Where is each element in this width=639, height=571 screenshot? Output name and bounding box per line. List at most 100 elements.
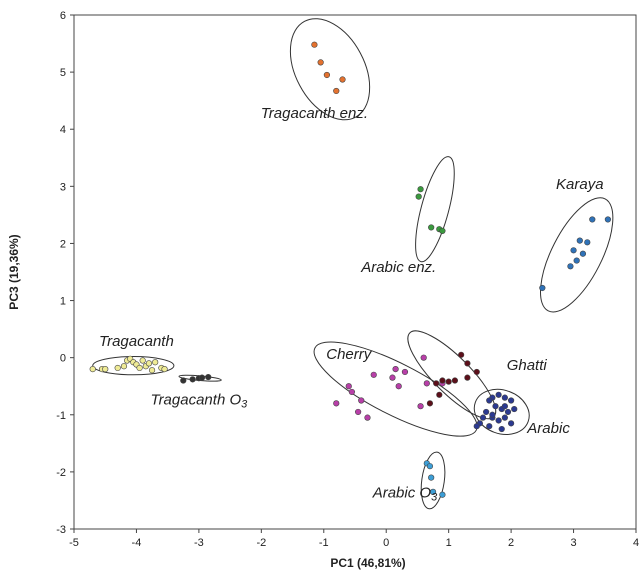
x-tick-label: -4 <box>132 537 142 549</box>
point-arabic-o3 <box>429 488 437 495</box>
y-tick-label: -1 <box>56 410 66 422</box>
y-tick-label: 3 <box>60 181 66 193</box>
ellipse-cherry <box>313 341 478 437</box>
point-tragacanth <box>139 357 146 364</box>
label-tragacanth-o-3: Tragacanth O3 <box>151 391 249 410</box>
data-points <box>89 41 612 498</box>
point-tragacanth-enz <box>323 71 331 79</box>
point-arabic <box>508 420 515 427</box>
point-arabic-o3 <box>439 491 446 498</box>
point-ghatti <box>436 391 443 398</box>
point-arabic-enz <box>415 193 422 200</box>
y-tick-label: 4 <box>60 124 66 136</box>
point-ghatti <box>451 377 459 384</box>
point-tragacanth-enz <box>317 59 324 66</box>
y-tick-label: -3 <box>56 524 66 536</box>
point-arabic <box>501 394 508 401</box>
point-ghatti <box>426 400 434 407</box>
point-tragacanth-o3 <box>198 374 206 381</box>
point-cherry <box>358 397 365 404</box>
point-karaya <box>584 239 591 246</box>
point-cherry <box>370 371 377 378</box>
point-tragacanth-enz <box>333 87 340 95</box>
point-ghatti <box>473 368 480 376</box>
point-tragacanth-enz <box>311 41 318 48</box>
point-ghatti <box>433 380 440 387</box>
label-arabic-enz: Arabic enz. <box>360 259 436 276</box>
point-cherry <box>345 383 352 390</box>
point-arabic-o3 <box>428 474 435 481</box>
x-tick-label: -3 <box>194 537 204 549</box>
y-tick-label: 2 <box>60 238 66 250</box>
point-cherry <box>395 383 402 390</box>
point-tragacanth <box>114 364 121 372</box>
point-arabic <box>495 391 502 398</box>
label-karaya: Karaya <box>556 176 604 193</box>
x-tick-label: -5 <box>69 537 79 549</box>
x-tick-label: 2 <box>508 537 514 549</box>
point-cherry <box>420 354 427 361</box>
label-tragacanth-enz: Tragacanth enz. <box>261 105 368 122</box>
point-arabic <box>501 403 508 410</box>
point-arabic <box>508 397 515 404</box>
x-tick-label: 1 <box>446 537 452 549</box>
point-arabic <box>473 423 480 430</box>
plot-area <box>73 14 637 530</box>
point-karaya <box>539 284 546 292</box>
point-arabic-enz <box>417 186 424 193</box>
ellipse-tragacanth-enz <box>289 18 371 121</box>
x-tick-label: 4 <box>633 537 639 549</box>
y-tick-label: -2 <box>56 467 66 479</box>
point-arabic-enz <box>428 224 435 231</box>
point-karaya <box>579 250 587 257</box>
x-tick-label: 3 <box>570 537 576 549</box>
point-ghatti <box>439 377 446 384</box>
point-karaya <box>570 247 577 254</box>
point-cherry <box>389 374 396 381</box>
x-axis-title: PC1 (46,81%) <box>330 556 405 570</box>
point-tragacanth <box>136 364 143 372</box>
point-karaya <box>576 237 583 244</box>
point-ghatti <box>464 374 471 381</box>
y-tick-label: 5 <box>60 67 66 79</box>
point-arabic <box>486 397 493 404</box>
point-tragacanth <box>102 365 109 373</box>
point-arabic <box>498 425 505 433</box>
y-axis-ticks: -3 -2 -1 0 1 2 3 4 5 6 <box>56 10 74 536</box>
y-tick-label: 6 <box>60 10 66 22</box>
point-cherry <box>392 365 399 373</box>
point-arabic <box>501 414 508 421</box>
point-cherry <box>333 400 340 407</box>
x-tick-label: -1 <box>319 537 329 549</box>
point-tragacanth <box>152 359 159 366</box>
ellipse-tragacanth <box>92 356 175 376</box>
point-cherry <box>355 408 362 416</box>
ellipse-karaya <box>540 197 614 313</box>
y-tick-label: 1 <box>60 296 66 308</box>
point-karaya <box>589 216 596 223</box>
point-tragacanth <box>89 365 96 373</box>
point-tragacanth-enz <box>339 76 346 83</box>
point-arabic <box>511 405 518 413</box>
group-labels: Tragacanth enz. Karaya Arabic enz. Tragacan… <box>99 105 604 504</box>
point-ghatti <box>445 378 452 385</box>
point-arabic <box>504 408 512 416</box>
point-cherry <box>401 368 409 376</box>
label-arabic-o-3: Arabic O3 <box>372 485 438 504</box>
point-arabic-enz <box>439 227 446 234</box>
label-arabic: Arabic <box>526 420 570 437</box>
point-cherry <box>423 380 430 387</box>
point-cherry <box>364 414 371 421</box>
point-ghatti <box>458 351 465 358</box>
point-tragacanth-o3 <box>189 376 196 383</box>
point-karaya <box>567 263 574 270</box>
point-arabic <box>492 403 499 410</box>
point-arabic <box>483 408 490 416</box>
point-arabic <box>489 411 496 418</box>
ellipse-arabic <box>473 388 530 435</box>
label-cherry: Cherry <box>326 346 373 363</box>
ellipse-arabic-enz <box>415 156 455 263</box>
label-ghatti: Ghatti <box>507 357 548 374</box>
y-axis-title: PC3 (19,36%) <box>7 234 21 309</box>
x-tick-label: -2 <box>256 537 266 549</box>
